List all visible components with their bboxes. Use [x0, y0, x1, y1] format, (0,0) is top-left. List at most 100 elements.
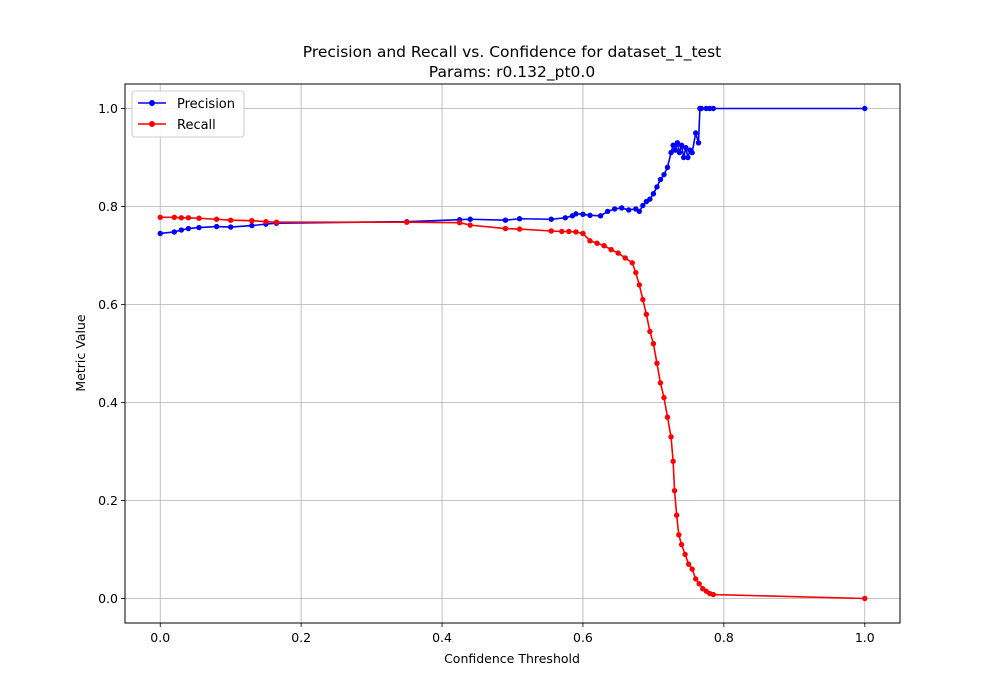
recall-point	[647, 328, 653, 335]
chart-title: Precision and Recall vs. Confidence for …	[303, 43, 722, 62]
recall-point	[594, 240, 600, 246]
recall-point	[661, 394, 667, 401]
precision-point	[657, 176, 664, 183]
recall-point	[689, 566, 695, 572]
recall-point	[573, 229, 579, 235]
recall-point	[710, 591, 716, 598]
x-tick-label: 0.2	[291, 630, 311, 645]
recall-point	[657, 380, 664, 386]
y-tick-label: 0.4	[98, 395, 118, 410]
precision-point	[668, 149, 674, 156]
recall-point	[673, 512, 680, 518]
recall-point	[580, 230, 586, 237]
recall-point	[227, 217, 234, 223]
recall-point	[692, 576, 699, 582]
precision-point	[681, 154, 687, 161]
recall-point	[548, 228, 554, 234]
recall-point	[196, 215, 202, 221]
x-tick-label: 1.0	[855, 630, 875, 645]
y-axis-label: Metric Value	[73, 314, 88, 391]
precision-point	[674, 140, 681, 146]
precision-point	[516, 216, 523, 222]
series-recall	[157, 214, 868, 602]
y-tick-label: 1.0	[98, 101, 118, 116]
legend-label-precision: Precision	[177, 97, 235, 112]
precision-point	[685, 154, 691, 161]
recall-point	[502, 225, 509, 232]
legend: Precision Recall	[131, 90, 245, 138]
precision-point	[562, 215, 569, 221]
recall-point	[862, 595, 868, 602]
recall-point	[676, 532, 682, 538]
legend-marker-recall	[149, 121, 155, 127]
recall-point	[643, 311, 650, 317]
precision-point	[185, 225, 192, 232]
x-tick-label: 0.0	[150, 630, 170, 645]
y-tick-label: 0.8	[98, 199, 118, 214]
recall-point	[249, 218, 255, 224]
recall-point	[636, 282, 643, 288]
recall-point	[654, 360, 660, 366]
recall-point	[640, 296, 646, 303]
precision-point	[467, 216, 473, 222]
precision-point	[678, 142, 685, 148]
precision-point	[171, 229, 178, 235]
recall-point	[273, 219, 280, 225]
y-tick-label: 0.2	[98, 493, 118, 508]
precision-point	[249, 222, 255, 229]
recall-point	[178, 215, 185, 221]
precision-point	[597, 213, 604, 219]
precision-point	[672, 147, 678, 153]
series-precision	[157, 105, 868, 237]
legend-label-recall: Recall	[177, 118, 216, 133]
recall-point	[171, 214, 178, 220]
recall-point	[685, 561, 692, 567]
x-tick-label: 0.6	[573, 630, 593, 645]
recall-point	[467, 222, 473, 228]
precision-point	[573, 211, 579, 217]
precision-point	[695, 140, 702, 146]
recall-point	[559, 228, 565, 235]
precision-point	[640, 202, 646, 209]
recall-point	[696, 581, 702, 587]
recall-point	[404, 219, 410, 225]
precision-point	[683, 145, 689, 151]
recall-point	[456, 219, 463, 226]
recall-point	[516, 226, 523, 232]
precision-point	[611, 206, 618, 212]
y-tick-label: 0.6	[98, 297, 118, 312]
precision-point	[502, 217, 509, 223]
precision-point	[664, 164, 671, 170]
recall-point	[678, 541, 685, 548]
precision-point	[157, 230, 163, 237]
plot-frame	[124, 83, 901, 624]
precision-point	[661, 171, 667, 178]
precision-point	[692, 130, 699, 136]
precision-point	[227, 224, 234, 230]
precision-point	[619, 205, 625, 211]
precision-point	[862, 105, 868, 112]
precision-point	[698, 105, 705, 112]
y-tick-label: 0.0	[98, 591, 118, 606]
grid-lines	[125, 84, 900, 623]
precision-point	[580, 211, 586, 218]
precision-point	[689, 149, 695, 156]
legend-marker-precision	[149, 100, 155, 106]
recall-point	[670, 458, 676, 464]
precision-point	[654, 184, 660, 190]
recall-point	[263, 218, 269, 225]
recall-point	[682, 551, 688, 558]
precision-point	[636, 208, 643, 215]
precision-point	[604, 208, 611, 215]
x-tick-label: 0.4	[432, 630, 452, 645]
recall-point	[633, 269, 639, 276]
recall-point	[668, 434, 674, 440]
precision-point	[213, 223, 220, 230]
recall-point	[664, 414, 671, 420]
precision-point	[587, 212, 593, 219]
precision-point	[196, 224, 202, 231]
recall-point	[622, 255, 628, 261]
recall-point	[213, 216, 220, 222]
recall-point	[566, 228, 572, 235]
